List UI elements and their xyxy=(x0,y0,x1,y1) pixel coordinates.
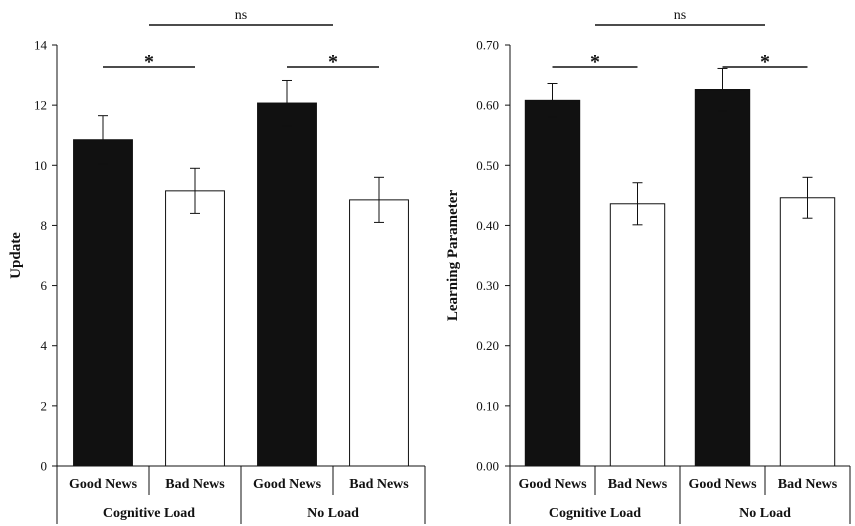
y-tick-label: 2 xyxy=(41,398,48,413)
y-axis-label: Learning Parameter xyxy=(445,190,461,322)
category-label: Good News xyxy=(69,477,138,492)
chart-2: 0.00 0.10 0.20 0.30 0.40 0.50 0.60 0.70 Learning… xyxy=(445,8,851,524)
y-tick-label: 14 xyxy=(34,38,48,53)
group-label: Cognitive Load xyxy=(549,506,641,521)
group-label: No Load xyxy=(307,506,359,521)
category-label: Bad News xyxy=(778,477,838,492)
significance-star: * xyxy=(590,51,600,73)
group-label: No Load xyxy=(739,506,791,521)
ns-label: ns xyxy=(674,8,686,23)
y-tick-label: 12 xyxy=(34,98,47,113)
bar-1 xyxy=(524,99,581,467)
bar-4 xyxy=(779,197,836,467)
category-label: Good News xyxy=(688,477,757,492)
significance-star: * xyxy=(328,51,338,73)
bar-3 xyxy=(694,89,751,467)
bar-2 xyxy=(165,190,225,467)
category-label: Good News xyxy=(253,477,322,492)
y-tick-label: 8 xyxy=(41,218,48,233)
group-label: Cognitive Load xyxy=(103,506,195,521)
y-tick-label: 0.40 xyxy=(476,218,499,233)
y-tick-label: 6 xyxy=(41,278,48,293)
bar-3 xyxy=(257,102,317,467)
y-tick-label: 0.60 xyxy=(476,98,499,113)
y-tick-label: 0.20 xyxy=(476,338,499,353)
category-label: Good News xyxy=(518,477,587,492)
bar-1 xyxy=(73,139,133,467)
y-tick-label: 0 xyxy=(41,459,48,474)
y-axis-label: Update xyxy=(8,232,24,279)
significance-star: * xyxy=(144,51,154,73)
category-label: Bad News xyxy=(608,477,668,492)
y-tick-label: 0.70 xyxy=(476,38,499,53)
y-tick-label: 0.50 xyxy=(476,158,499,173)
category-label: Bad News xyxy=(349,477,409,492)
y-tick-label: 10 xyxy=(34,158,47,173)
chart-1: 0 2 4 6 8 10 12 14 Update Good News Bad News Good N… xyxy=(8,8,426,524)
bar-4 xyxy=(349,199,409,467)
y-tick-label: 0.00 xyxy=(476,459,499,474)
bar-2 xyxy=(609,203,666,467)
y-tick-label: 0.30 xyxy=(476,278,499,293)
category-label: Bad News xyxy=(165,477,225,492)
y-tick-label: 0.10 xyxy=(476,398,499,413)
significance-star: * xyxy=(760,51,770,73)
ns-label: ns xyxy=(235,8,247,23)
y-tick-label: 4 xyxy=(41,338,48,353)
